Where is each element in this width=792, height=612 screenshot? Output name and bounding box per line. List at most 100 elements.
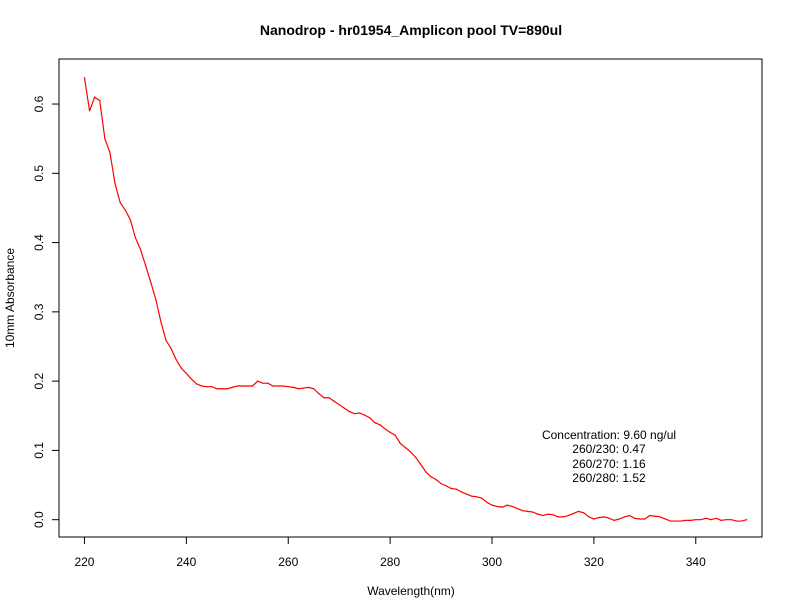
data-point [180,367,182,369]
chart-title: Nanodrop - hr01954_Amplicon pool TV=890u… [260,22,562,38]
data-point [634,517,636,519]
data-point [730,519,733,521]
data-point [160,320,162,323]
data-point [501,506,503,508]
data-point [109,151,111,154]
data-point [659,516,661,518]
data-point [333,400,335,402]
data-point [119,201,121,203]
data-point [710,519,712,521]
y-tick-label: 0.1 [32,442,46,459]
data-point [216,388,218,390]
data-point [241,385,243,387]
y-tick-label: 0.0 [32,511,46,528]
data-point [262,382,264,384]
data-point [302,387,305,389]
data-point [649,514,651,517]
x-tick-label: 340 [686,555,706,569]
data-point [145,264,147,267]
data-point [313,388,315,390]
data-point [715,517,717,519]
data-point [695,519,697,521]
data-point [394,434,396,436]
data-point [674,520,677,522]
data-point [420,463,422,465]
data-point [445,485,447,487]
data-point [231,386,233,388]
data-point [511,505,513,508]
data-point [308,386,310,388]
data-point [654,515,656,517]
annotation-260-270: 260/270: 1.16 [572,457,646,471]
data-point [185,372,187,375]
data-point [155,298,157,300]
data-point [409,451,412,453]
data-point [720,519,722,521]
data-point [725,519,727,521]
y-tick-label: 0.4 [32,234,46,251]
data-point [150,281,152,283]
data-point [399,442,401,445]
data-point [353,413,356,415]
data-point [226,388,228,390]
data-point [364,414,366,416]
x-tick-label: 240 [176,555,196,569]
y-tick-label: 0.6 [32,95,46,112]
data-point [516,508,519,510]
data-point [251,385,254,387]
x-tick-label: 280 [380,555,400,569]
annotation-concentration: Concentration: 9.60 ng/ul [542,428,676,442]
data-point [679,520,682,522]
annotation-260-230: 260/230: 0.47 [572,442,646,456]
y-tick-label: 0.3 [32,303,46,320]
data-point [705,517,707,519]
y-tick-label: 0.2 [32,372,46,389]
data-point [348,411,350,413]
data-point [99,99,101,102]
data-point [282,385,284,387]
data-point [618,518,620,520]
data-point [700,519,702,521]
data-point [379,424,381,426]
data-point [277,385,279,387]
data-point [598,517,600,519]
data-point [644,518,646,520]
data-point [139,248,142,251]
y-tick-label: 0.5 [32,165,46,182]
data-point [374,422,376,424]
data-point [491,504,493,506]
data-point [496,505,498,508]
data-point [114,183,116,185]
data-point [628,514,631,517]
data-point [175,359,177,361]
data-point [481,497,483,499]
data-point [471,495,473,497]
data-point [211,386,213,388]
data-point [318,393,320,395]
y-axis-label: 10mm Absorbance [3,248,17,348]
data-point [257,380,259,382]
data-point [201,385,203,387]
data-point [435,478,437,481]
series-points [83,77,748,522]
data-point [735,520,738,522]
data-point [623,516,626,518]
data-point [639,518,641,520]
data-point [404,447,407,449]
data-point [527,510,529,512]
data-point [557,516,559,518]
data-point [328,397,330,399]
x-axis: 220 240 260 280 300 320 340 [74,536,706,569]
data-point [465,493,468,495]
data-point [593,518,595,520]
data-point [272,385,274,387]
x-tick-label: 260 [278,555,298,569]
data-point [460,491,463,493]
x-axis-label: Wavelength(nm) [367,584,455,598]
data-point [521,510,524,512]
data-point [83,77,86,79]
data-point [542,514,544,517]
data-point [267,382,269,384]
data-point [532,511,534,513]
